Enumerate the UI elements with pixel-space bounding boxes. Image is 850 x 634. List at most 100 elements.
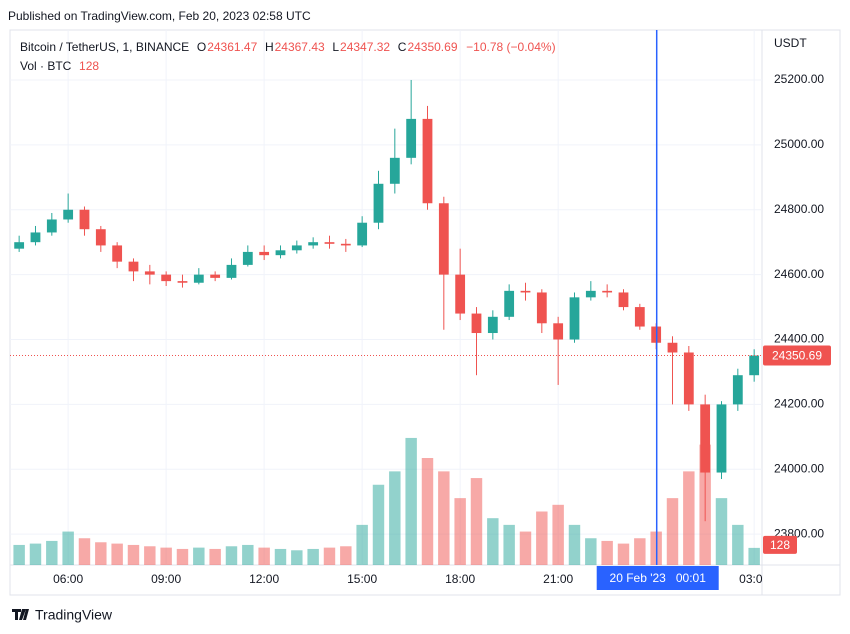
candle-body [242, 251, 253, 265]
x-tick-label: 15:00 [347, 572, 377, 586]
volume-bar [144, 546, 156, 565]
candle-body [553, 323, 564, 340]
candle-body [438, 203, 449, 275]
y-tick-label: 24000.00 [774, 461, 824, 475]
candle-body [161, 274, 172, 282]
candle-body [471, 313, 482, 334]
candle-body [112, 245, 123, 262]
ohlc-key: C [397, 40, 407, 54]
volume-bar [95, 542, 107, 565]
time-axis: 06:00 09:00 12:00 15:00 18:00 21:00 03:00 [53, 572, 762, 586]
volume-badge-label: 128 [770, 538, 790, 552]
candle-body [30, 232, 41, 243]
candle-body [749, 355, 760, 376]
volume-bar [732, 524, 744, 565]
candle-body [275, 250, 286, 256]
y-tick-label: 24200.00 [774, 397, 824, 411]
chart-frame [9, 29, 841, 596]
volume-bar [160, 547, 172, 565]
candle-body [95, 229, 106, 246]
volume-bar [470, 478, 483, 565]
volume-bar [503, 524, 515, 565]
candle-body [340, 243, 351, 246]
candle-body [226, 264, 237, 278]
volume-bar [62, 531, 74, 565]
volume-pane [13, 437, 760, 565]
volume-bar [193, 547, 205, 565]
volume-bar [78, 538, 91, 565]
volume-bar [372, 484, 385, 565]
candle-body [177, 281, 188, 283]
change: −10.78 (−0.04%) [466, 40, 556, 54]
volume-bar [323, 547, 336, 565]
volume-bar [438, 471, 450, 565]
candle-body [210, 274, 221, 278]
volume-bar [13, 544, 25, 565]
overlay: 24350.69 128 20 Feb '23 00:01 [10, 30, 831, 590]
volume-badge [763, 535, 797, 554]
volume-bar [389, 471, 401, 565]
candle-body [455, 274, 466, 314]
candle-body [700, 404, 711, 473]
logo-icon [12, 609, 29, 620]
ohlc-key: H [264, 40, 274, 54]
x-tick-label: 18:00 [445, 572, 475, 586]
ohlc-value: 24367.43 [274, 40, 325, 54]
legend: Bitcoin / TetherUS, 1, BINANCE O24361.47… [20, 38, 557, 76]
logo-text: TradingView [35, 607, 113, 623]
candle-body [422, 118, 433, 204]
volume-bar [29, 543, 42, 565]
candle-body [536, 292, 547, 324]
candle-body [357, 222, 368, 246]
candle-body [373, 183, 384, 223]
ohlc-value: 24347.32 [340, 40, 391, 54]
x-tick-label: 06:00 [53, 572, 83, 586]
volume-bar [176, 548, 189, 565]
candle-body [63, 209, 74, 220]
volume-bar [617, 543, 630, 565]
candles [14, 79, 760, 522]
volume-bar [683, 471, 695, 565]
volume-bar [601, 540, 613, 565]
grid: 23800.0024000.0024200.0024400.0024600.00… [10, 30, 824, 565]
y-tick-label: 24400.00 [774, 332, 824, 346]
volume-bar [127, 544, 140, 565]
x-tick-label: 12:00 [249, 572, 279, 586]
y-tick-label: 25000.00 [774, 137, 824, 151]
volume-bar [454, 498, 466, 565]
volume-bar [340, 546, 352, 565]
ohlc-line: Bitcoin / TetherUS, 1, BINANCE O24361.47… [20, 38, 557, 57]
volume-bar [748, 547, 760, 565]
ohlc: O24361.47 H24367.43 L24347.32 C24350.69 [197, 40, 465, 54]
crosshair-label: 20 Feb '23 00:01 [610, 571, 707, 585]
volume-bar [552, 504, 564, 565]
candle-body [602, 290, 613, 293]
volume-bar [291, 550, 303, 565]
volume-line: Vol · BTC 128 [20, 57, 557, 76]
volume-bar [274, 548, 287, 565]
y-tick-label: 24800.00 [774, 202, 824, 216]
symbol: Bitcoin / TetherUS, 1, BINANCE [20, 40, 190, 54]
ohlc-key: L [332, 40, 340, 54]
candle-body [128, 261, 139, 272]
candle-body [291, 245, 302, 251]
ohlc-value: 24361.47 [207, 40, 258, 54]
ohlc-key: O [196, 40, 207, 54]
volume-bar [715, 498, 728, 565]
last-price-label: 24350.69 [772, 349, 822, 363]
volume-bar [46, 540, 58, 565]
candle-body [585, 290, 596, 298]
volume-bar [405, 437, 417, 565]
volume-bar [585, 538, 597, 565]
volume-bar [568, 524, 581, 565]
candle-body [144, 271, 155, 275]
volume-bar [258, 547, 270, 565]
volume-bar [307, 548, 319, 565]
candle-body [716, 404, 727, 473]
candle-body [46, 219, 57, 233]
volume-bar [209, 548, 221, 565]
volume-bar [519, 531, 532, 565]
volume-bar [356, 524, 368, 565]
